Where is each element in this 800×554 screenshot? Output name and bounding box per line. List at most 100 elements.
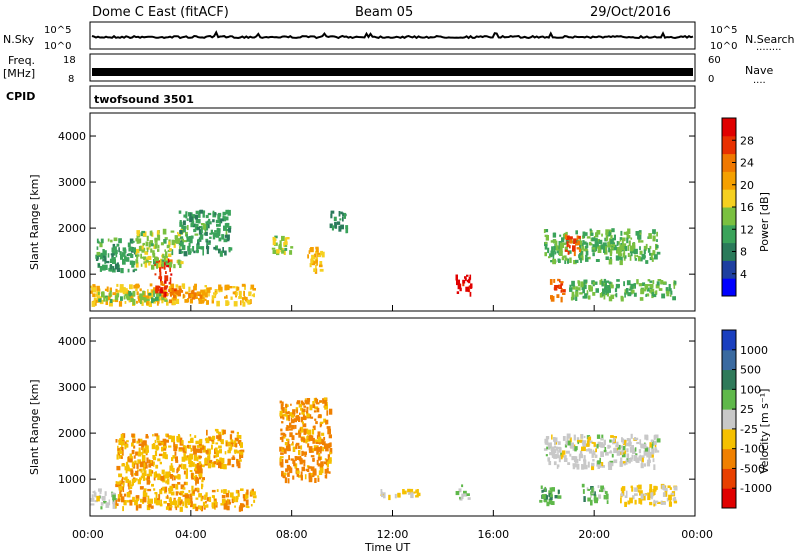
velocity-data-cell: [194, 487, 199, 492]
velocity-data-cell: [616, 441, 619, 447]
velocity-data-cell: [299, 428, 302, 432]
power-data-cell: [612, 242, 616, 245]
velocity-data-cell: [620, 493, 624, 497]
power-data-cell: [150, 230, 153, 237]
velocity-data-cell: [567, 440, 571, 446]
velocity-data-cell: [206, 429, 208, 436]
velocity-data-cell: [542, 494, 546, 499]
power-data-cell: [101, 264, 106, 271]
velocity-data-cell: [178, 466, 180, 471]
power-data-cell: [321, 251, 325, 258]
velocity-data-cell: [546, 441, 549, 446]
power-data-cell: [276, 249, 280, 254]
power-data-cell: [146, 298, 150, 301]
velocity-data-cell: [650, 454, 654, 458]
power-data-cell: [209, 287, 212, 290]
velocity-data-cell: [233, 440, 237, 444]
velocity-data-cell: [206, 497, 210, 502]
power-data-cell: [575, 291, 579, 297]
power-data-cell: [189, 238, 193, 244]
velocity-data-cell: [200, 444, 204, 450]
power-data-cell: [102, 258, 104, 262]
power-data-cell: [566, 258, 569, 264]
power-data-cell: [186, 225, 189, 231]
velocity-data-cell: [148, 463, 152, 468]
power-data-cell: [599, 280, 603, 285]
power-data-cell: [274, 235, 278, 239]
power-data-cell: [610, 239, 614, 245]
velocity-data-cell: [326, 426, 331, 429]
velocity-data-cell: [105, 502, 110, 508]
velocity-data-cell: [557, 446, 561, 450]
power-data-cell: [129, 284, 133, 290]
velocity-data-cell: [141, 472, 145, 479]
velocity-data-cell: [672, 498, 676, 501]
power-data-cell: [244, 296, 248, 302]
velocity-data-cell: [171, 440, 175, 443]
power-data-cell: [551, 246, 553, 252]
power-data-cell: [557, 258, 561, 262]
velocity-data-cell: [314, 447, 317, 451]
velocity-data-cell: [180, 490, 184, 496]
velocity-data-cell: [394, 493, 397, 499]
velocity-data-cell: [184, 495, 189, 499]
power-data-cell: [620, 230, 623, 236]
power-data-cell: [660, 280, 664, 284]
velocity-data-cell: [317, 456, 321, 461]
velocity-data-cell: [582, 447, 585, 451]
velocity-data-cell: [329, 451, 332, 455]
velocity-data-cell: [233, 449, 238, 453]
velocity-data-cell: [624, 450, 627, 454]
power-data-cell: [545, 229, 549, 233]
velocity-data-cell: [178, 449, 183, 452]
power-data-cell: [188, 251, 192, 255]
velocity-data-cell: [202, 445, 205, 450]
velocity-data-cell: [306, 413, 310, 418]
velocity-data-cell: [303, 451, 307, 455]
velocity-data-cell: [458, 488, 462, 493]
velocity-data-cell: [155, 464, 159, 469]
power-data-cell: [605, 256, 609, 260]
power-data-cell: [218, 284, 222, 291]
power-data-cell: [555, 245, 560, 251]
velocity-data-cell: [621, 448, 624, 453]
velocity-data-cell: [280, 428, 283, 432]
velocity-data-cell: [189, 499, 192, 504]
power-data-cell: [586, 236, 591, 239]
velocity-data-cell: [182, 445, 186, 448]
velocity-data-cell: [289, 432, 293, 438]
velocity-data-cell: [315, 397, 317, 404]
power-data-cell: [143, 261, 147, 265]
velocity-data-cell: [122, 486, 125, 492]
velocity-data-cell: [651, 448, 655, 455]
velocity-data-cell: [619, 461, 623, 466]
power-data-cell: [597, 248, 602, 253]
power-data-cell: [639, 250, 643, 255]
power-data-cell: [171, 284, 173, 289]
power-data-cell: [144, 262, 147, 267]
power-data-cell: [90, 290, 93, 294]
velocity-data-cell: [121, 496, 125, 503]
power-data-cell: [627, 245, 630, 251]
velocity-data-cell: [320, 461, 324, 467]
velocity-data-cell: [281, 459, 284, 463]
power-data-cell: [153, 292, 155, 297]
velocity-data-cell: [623, 463, 626, 466]
velocity-data-cell: [163, 445, 167, 449]
power-data-cell: [468, 277, 471, 281]
colorbar-swatch: [722, 135, 736, 155]
power-data-cell: [642, 282, 646, 286]
power-data-cell: [222, 211, 227, 216]
power-data-cell: [169, 266, 171, 272]
power-data-cell: [630, 253, 633, 257]
power-data-cell: [132, 291, 136, 296]
velocity-data-cell: [639, 490, 643, 496]
velocity-data-cell: [176, 436, 179, 441]
velocity-data-cell: [171, 435, 175, 442]
power-data-cell: [172, 298, 177, 301]
velocity-data-cell: [227, 441, 231, 447]
velocity-data-cell: [222, 429, 226, 435]
power-data-cell: [206, 220, 210, 225]
velocity-data-cell: [201, 505, 204, 509]
velocity-data-cell: [235, 443, 238, 448]
